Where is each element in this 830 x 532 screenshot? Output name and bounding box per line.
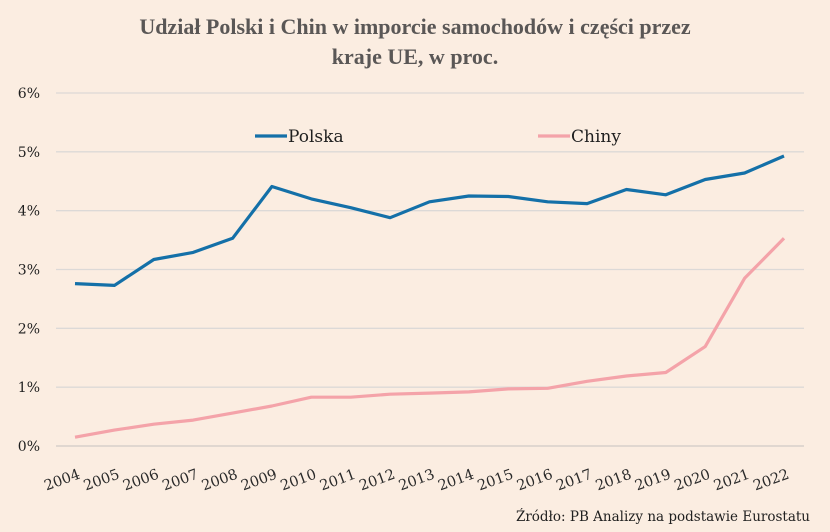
x-tick-label: 2020 [672,467,712,495]
chart-title-line-2: kraje UE, w proc. [331,44,499,69]
chart-title: Udział Polski i Chin w imporcie samochod… [0,12,830,72]
y-tick-label: 5% [18,145,40,161]
x-tick-label: 2022 [751,467,791,495]
y-tick-label: 1% [18,380,40,396]
chart-title-line-1: Udział Polski i Chin w imporcie samochod… [139,14,691,39]
y-tick-label: 6% [18,86,40,102]
legend-label-chiny: Chiny [571,127,621,147]
y-tick-label: 2% [18,321,40,337]
x-axis-tick-labels: 2004 2005 2006 2007 2008 2009 2010 2011 2012 2013… [42,467,791,495]
x-tick-label: 2015 [475,467,515,495]
x-tick-label: 2011 [318,467,358,495]
series-line-chiny [74,237,786,439]
y-tick-label: 4% [18,204,40,220]
x-tick-label: 2006 [121,467,161,495]
x-tick-label: 2008 [200,467,240,495]
x-tick-label: 2016 [515,467,555,495]
legend: Polska Chiny [255,127,621,147]
x-tick-label: 2009 [239,467,279,495]
y-tick-label: 0% [18,439,40,455]
series-lines [74,154,786,439]
x-tick-label: 2013 [397,467,437,495]
series-line-polska [74,154,785,287]
x-tick-label: 2010 [279,467,319,495]
x-tick-label: 2012 [357,467,397,495]
x-tick-label: 2004 [42,467,82,495]
x-tick-label: 2007 [160,467,200,495]
x-tick-label: 2017 [554,467,594,495]
x-tick-label: 2019 [633,467,673,495]
legend-label-polska: Polska [288,127,344,147]
gridlines [56,92,804,447]
x-tick-label: 2005 [82,467,122,495]
x-tick-label: 2014 [436,467,476,495]
x-tick-label: 2021 [712,467,752,495]
source-note: Źródło: PB Analizy na podstawie Eurostat… [515,509,810,525]
y-axis-tick-labels: 0% 1% 2% 3% 4% 5% 6% [18,86,40,455]
y-tick-label: 3% [18,263,40,279]
x-tick-label: 2018 [594,467,634,495]
